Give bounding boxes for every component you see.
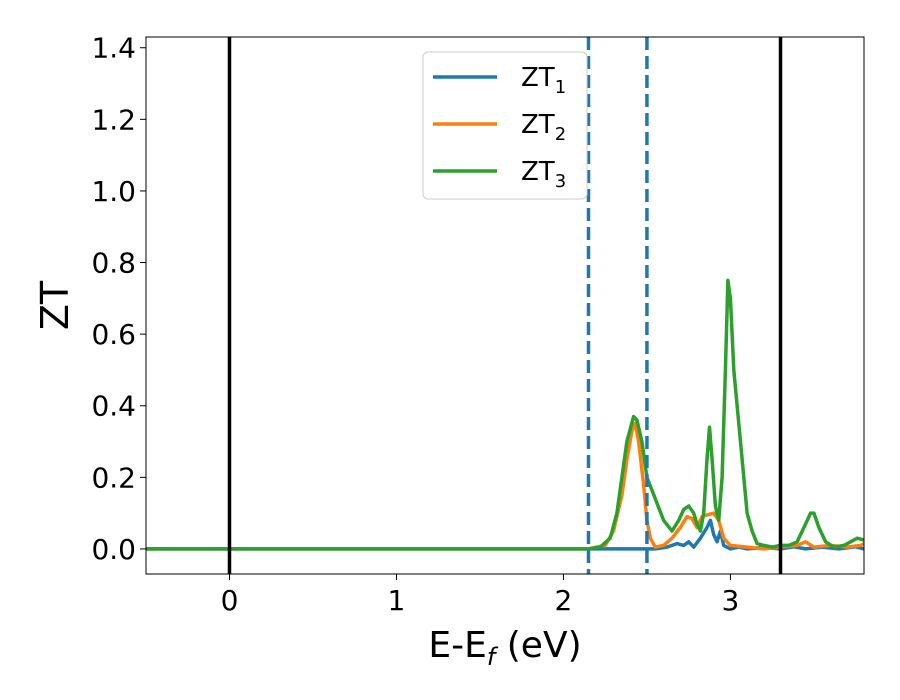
y-axis-label: ZT xyxy=(33,280,77,330)
y-tick-label: 0.8 xyxy=(91,247,136,280)
series-line-2 xyxy=(146,421,864,551)
x-tick-label: 0 xyxy=(221,584,239,617)
y-tick-label: 0.0 xyxy=(91,533,136,566)
y-tick-label: 1.4 xyxy=(91,32,136,65)
x-axis-label: E-Ef (eV) xyxy=(428,625,581,671)
x-tick-label: 3 xyxy=(722,584,740,617)
plot-area-frame xyxy=(145,36,865,575)
legend-label-3: ZT3 xyxy=(521,157,566,192)
y-tick-label: 0.4 xyxy=(91,390,136,423)
legend-label-1: ZT1 xyxy=(521,63,566,98)
legend: ZT1 ZT2 ZT3 xyxy=(422,51,588,200)
series-line-3 xyxy=(146,278,864,551)
legend-label-2: ZT2 xyxy=(521,110,566,145)
legend-box xyxy=(422,51,588,200)
x-tick-label: 1 xyxy=(388,584,406,617)
y-tick-label: 1.0 xyxy=(91,175,136,208)
x-tick-label: 2 xyxy=(555,584,573,617)
y-tick-label: 0.6 xyxy=(91,318,136,351)
y-tick-label: 0.2 xyxy=(91,461,136,494)
y-tick-label: 1.2 xyxy=(91,103,136,136)
